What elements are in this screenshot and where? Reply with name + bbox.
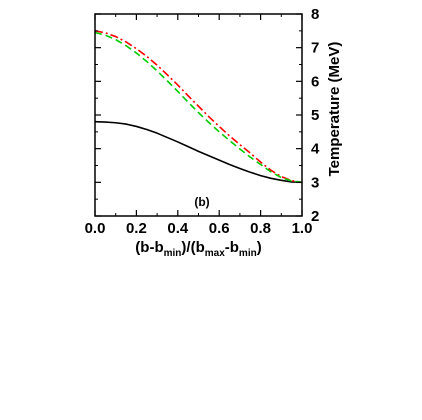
x-tick-label: 0.8 — [250, 220, 271, 237]
y-tick-label: 8 — [311, 6, 319, 23]
x-axis-title: (b-bmin)/(bmax-bmin) — [135, 239, 261, 259]
y-axis-title: Temperature (MeV) — [326, 42, 343, 177]
series-line-2 — [94, 30, 303, 184]
x-axis-title-part: (b-b — [135, 239, 163, 256]
series-line-3 — [94, 31, 303, 184]
tick-layer: 0.0 0.2 0.4 0.6 0.8 1.02 3 4 5 6 7 8 — [85, 6, 320, 237]
series-line-1 — [94, 120, 303, 184]
x-axis-title-subscript: max — [205, 248, 225, 259]
y-tick-label: 6 — [311, 73, 319, 90]
panel-label: (b) — [194, 195, 209, 209]
x-tick-label: 1.0 — [292, 220, 313, 237]
x-axis-title-part: ) — [257, 239, 262, 256]
y-tick-label: 5 — [311, 107, 319, 124]
y-tick-label: 3 — [311, 174, 319, 191]
x-axis-title-part: )/(b — [181, 239, 204, 256]
x-tick-label: 0.2 — [126, 220, 147, 237]
y-tick-label: 4 — [311, 141, 320, 158]
y-tick-label: 2 — [311, 208, 319, 225]
x-tick-label: 0.6 — [209, 220, 230, 237]
x-tick-label: 0.0 — [85, 220, 106, 237]
curve-layer — [94, 30, 303, 184]
x-axis-title-subscript: min — [164, 248, 182, 259]
plot-frame — [94, 13, 303, 217]
x-tick-label: 0.4 — [167, 220, 189, 237]
y-tick-label: 7 — [311, 40, 319, 57]
x-axis-title-part: -b — [225, 239, 239, 256]
x-axis-title-subscript: min — [239, 248, 257, 259]
